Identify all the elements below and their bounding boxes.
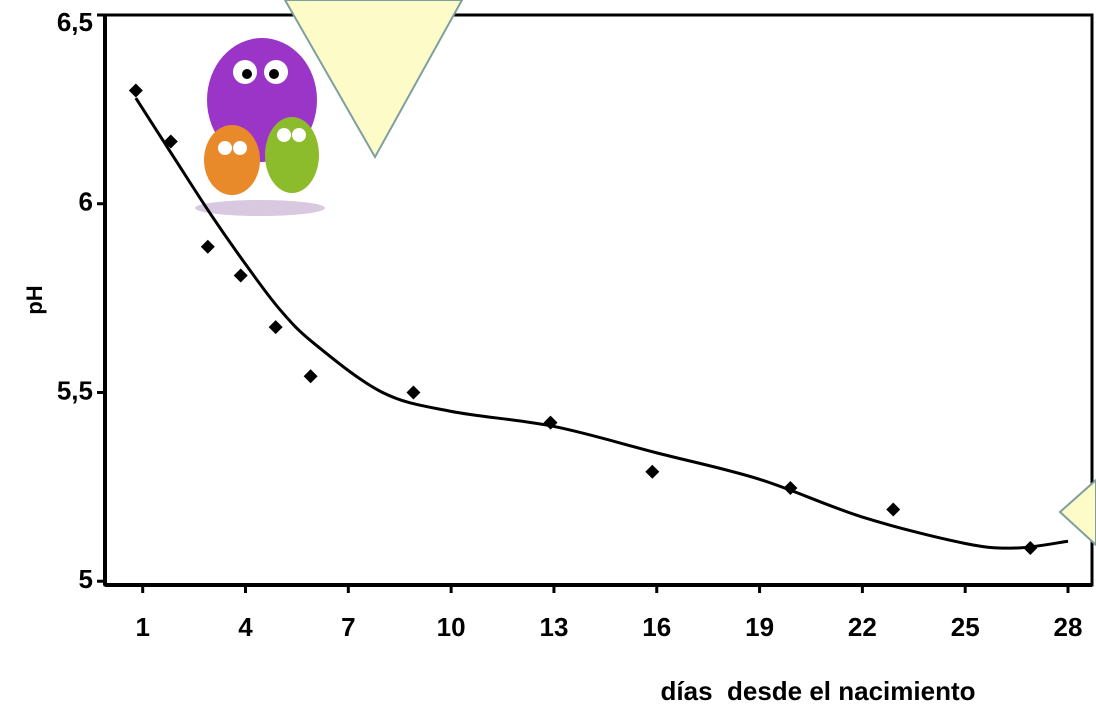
data-point [269, 320, 283, 334]
page: {"chart_data": {"type": "scatter", "x_la… [0, 0, 1096, 709]
x-axis-label: días desde el nacimiento [661, 676, 976, 706]
x-tick-label: 28 [1054, 612, 1083, 642]
y-axis-label: pH [22, 285, 47, 314]
orange-monster [204, 125, 260, 195]
callout-arrow [1060, 480, 1096, 545]
x-tick-label: 22 [848, 612, 877, 642]
green-monster [265, 117, 319, 193]
eye [277, 128, 291, 142]
y-tick-label: 5,5 [57, 375, 93, 405]
x-tick-label: 25 [951, 612, 980, 642]
pupil [242, 69, 252, 79]
y-tick-label: 6 [79, 187, 93, 217]
data-point [201, 240, 215, 254]
eye [218, 141, 232, 155]
chart: días desde el nacimiento pH 5 5,5 6 6,5 1 4 7 1… [0, 0, 1096, 709]
x-tick-label: 13 [539, 612, 568, 642]
data-point [304, 369, 318, 383]
shadow [195, 200, 325, 216]
eye [292, 128, 306, 142]
y-tick-label: 6,5 [57, 7, 93, 37]
eye [233, 141, 247, 155]
data-point [234, 268, 248, 282]
x-tick-label: 7 [341, 612, 355, 642]
cartoon [190, 28, 328, 218]
x-tick-label: 1 [135, 612, 149, 642]
data-point [645, 465, 659, 479]
pupil [269, 69, 279, 79]
x-tick-label: 19 [745, 612, 774, 642]
x-tick-label: 16 [642, 612, 671, 642]
x-tick-label: 10 [437, 612, 466, 642]
data-point [886, 503, 900, 517]
y-tick-label: 5 [79, 564, 93, 594]
data-point [406, 385, 420, 399]
data-point [129, 83, 143, 97]
x-tick-label: 4 [238, 612, 253, 642]
